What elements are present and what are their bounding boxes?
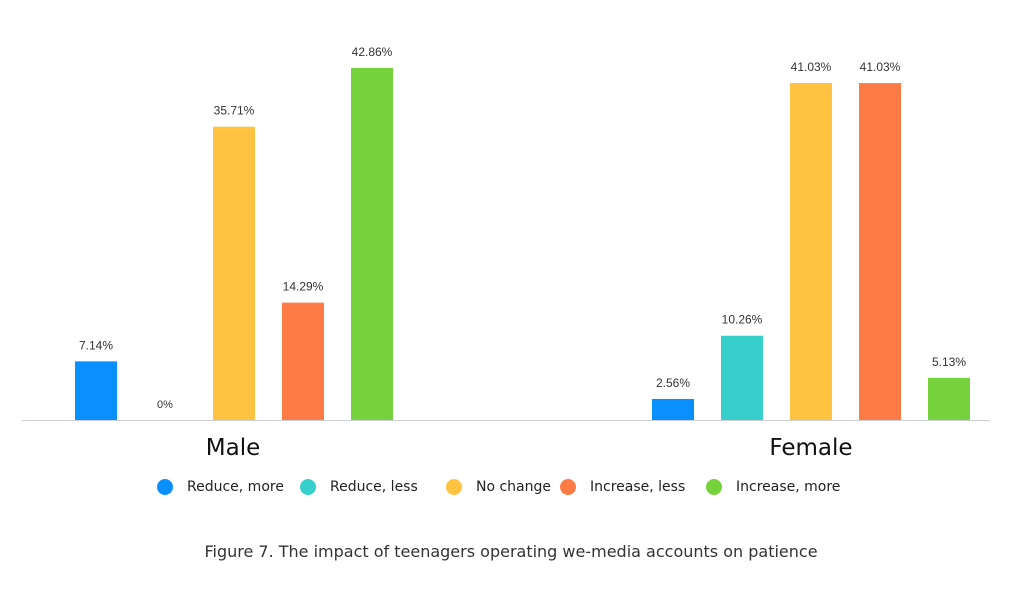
- legend-label-reduce-less: Reduce, less: [330, 479, 418, 495]
- data-label-female-reduce-less: 10.26%: [722, 313, 763, 327]
- legend-label-reduce-more: Reduce, more: [187, 479, 284, 495]
- data-label-male-reduce-more: 7.14%: [79, 338, 113, 352]
- data-label-male-no-change: 35.71%: [214, 104, 255, 118]
- legend-swatch-no-change: [446, 479, 462, 495]
- legend-item-increase-less[interactable]: Increase, less: [560, 474, 685, 500]
- data-label-male-reduce-less: 0%: [157, 399, 173, 411]
- data-label-male-increase-less: 14.29%: [283, 280, 324, 294]
- data-label-female-no-change: 41.03%: [791, 60, 832, 74]
- bar-female-no-change[interactable]: [790, 83, 832, 421]
- legend-item-increase-more[interactable]: Increase, more: [706, 474, 840, 500]
- bar-male-no-change[interactable]: [213, 126, 255, 420]
- bar-female-increase-more[interactable]: [928, 377, 970, 420]
- bar-female-reduce-more[interactable]: [652, 398, 694, 420]
- category-label-female: Female: [769, 435, 852, 461]
- legend-swatch-reduce-more: [157, 479, 173, 495]
- legend-swatch-increase-less: [560, 479, 576, 495]
- data-label-female-reduce-more: 2.56%: [656, 376, 690, 390]
- legend-item-no-change[interactable]: No change: [446, 474, 551, 500]
- legend-swatch-reduce-less: [300, 479, 316, 495]
- legend-item-reduce-less[interactable]: Reduce, less: [300, 474, 418, 500]
- figure-caption: Figure 7. The impact of teenagers operat…: [204, 542, 818, 561]
- legend: Reduce, more Reduce, less No change Incr…: [0, 474, 1022, 500]
- bar-male-increase-less[interactable]: [282, 302, 324, 420]
- bar-male-increase-more[interactable]: [351, 68, 393, 420]
- data-label-female-increase-less: 41.03%: [860, 60, 901, 74]
- bar-male-reduce-more[interactable]: [75, 361, 117, 420]
- data-label-male-increase-more: 42.86%: [352, 45, 393, 59]
- category-label-male: Male: [206, 435, 260, 461]
- bar-chart: 7.14% 0% 35.71% 14.29% 42.86% Male 2.56% 10.26%…: [22, 45, 990, 461]
- legend-label-no-change: No change: [476, 479, 552, 495]
- legend-item-reduce-more[interactable]: Reduce, more: [157, 474, 284, 500]
- legend-swatch-increase-more: [706, 479, 722, 495]
- bar-female-reduce-less[interactable]: [721, 335, 763, 420]
- legend-label-increase-more: Increase, more: [736, 479, 841, 495]
- data-label-female-increase-more: 5.13%: [932, 355, 966, 369]
- legend-label-increase-less: Increase, less: [590, 479, 686, 495]
- bar-female-increase-less[interactable]: [859, 83, 901, 421]
